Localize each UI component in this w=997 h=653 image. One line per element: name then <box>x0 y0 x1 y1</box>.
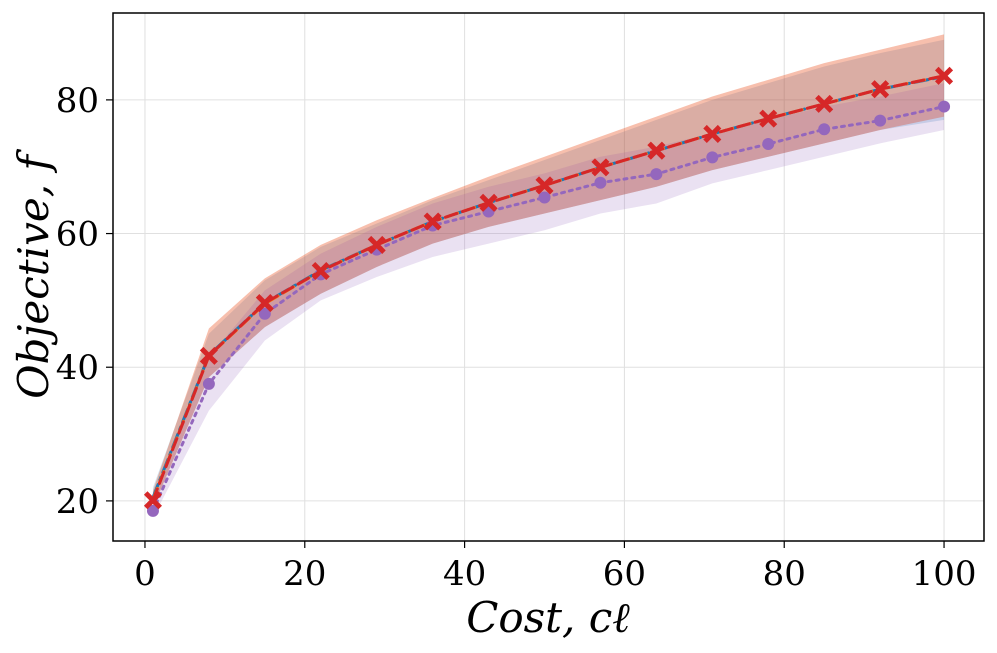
marker-series-red <box>647 141 666 160</box>
marker-series-purple <box>818 123 831 136</box>
y-tick-label: 80 <box>56 81 99 121</box>
marker-series-red <box>199 346 218 365</box>
marker-series-purple <box>146 504 159 517</box>
ticks: 0 20 40 60 80 100 20 40 60 80 <box>56 81 977 594</box>
marker-series-purple <box>202 377 215 390</box>
marker-series-red <box>423 212 442 231</box>
marker-series-purple <box>874 114 887 127</box>
marker-series-red <box>871 80 890 99</box>
marker-series-purple <box>706 151 719 164</box>
marker-series-red <box>255 294 274 313</box>
y-tick-label: 40 <box>56 348 99 388</box>
x-tick-label: 80 <box>763 554 806 594</box>
marker-series-purple <box>762 137 775 150</box>
plot-frame <box>112 12 985 542</box>
marker-series-purple <box>938 100 951 113</box>
marker-series-red <box>311 261 330 281</box>
x-tick-label: 40 <box>443 554 486 594</box>
marker-series-red <box>479 193 498 212</box>
band-series-red <box>152 34 945 508</box>
marker-series-red <box>367 235 386 254</box>
band-series-orange <box>152 34 945 508</box>
marker-series-red <box>591 158 610 177</box>
line-series-red <box>151 74 946 502</box>
line-series-purple <box>151 105 946 513</box>
y-tick-label: 60 <box>56 215 99 255</box>
x-tick-label: 0 <box>134 554 156 594</box>
band-series-purple <box>152 83 945 518</box>
x-tick-label: 20 <box>283 554 326 594</box>
y-tick-label: 20 <box>56 482 99 522</box>
x-tick-label: 100 <box>912 554 977 594</box>
band-series-blue <box>152 39 945 508</box>
marker-series-red <box>703 124 722 144</box>
marker-series-purple <box>258 307 271 320</box>
marker-series-red <box>535 176 554 195</box>
confidence-bands <box>152 34 945 518</box>
marker-series-purple <box>650 168 663 181</box>
x-axis-label: Cost, cℓ <box>466 593 630 642</box>
series-markers <box>143 66 954 517</box>
marker-series-purple <box>594 176 607 189</box>
marker-series-red <box>935 66 954 85</box>
marker-series-purple <box>538 191 551 204</box>
marker-series-red <box>759 109 778 128</box>
marker-series-red <box>815 94 834 113</box>
x-tick-label: 60 <box>603 554 646 594</box>
y-axis-label: Objective, f <box>9 149 58 399</box>
marker-series-red <box>143 491 162 510</box>
